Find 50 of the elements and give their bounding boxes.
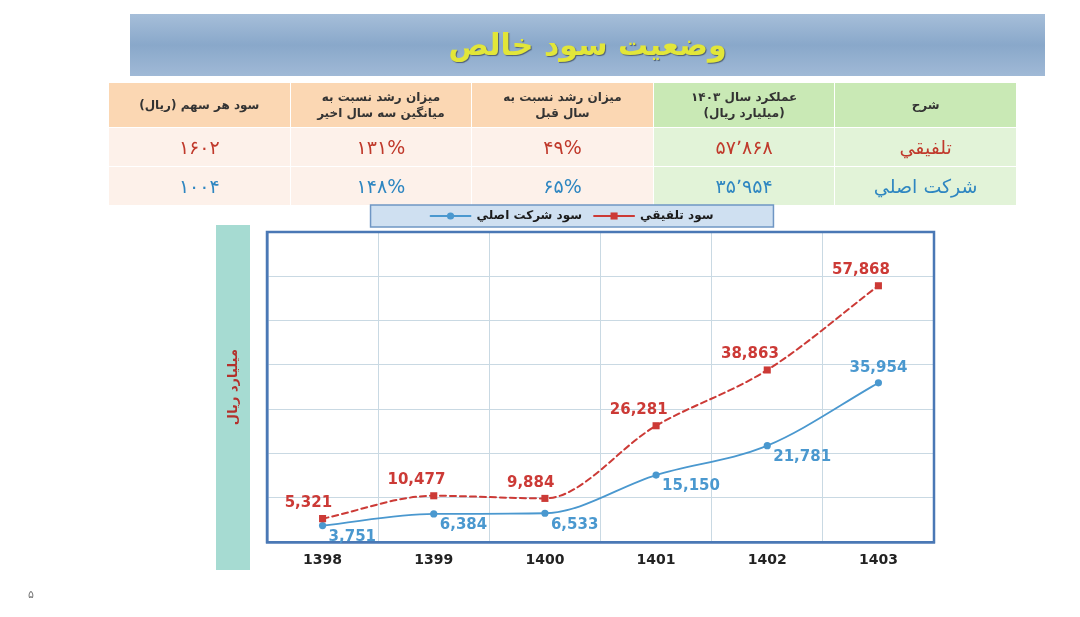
point — [541, 494, 549, 502]
data-label: 6,533 — [550, 514, 599, 533]
data-label: 38,863 — [720, 344, 779, 363]
text: ۵۷٬۸۶۸ — [715, 136, 773, 158]
text: ۱۳۱% — [356, 136, 406, 158]
text: ۴۹% — [543, 136, 582, 158]
point — [541, 509, 549, 517]
category-label: سود هر سهم (ریال) — [139, 98, 260, 112]
point — [763, 366, 771, 374]
data-label: 6,384 — [439, 515, 488, 534]
text: شرح — [911, 98, 940, 112]
x-tick-label: 1399 — [414, 551, 454, 568]
category-label: تلفیقي — [899, 136, 952, 158]
point — [874, 379, 883, 387]
point — [318, 521, 327, 530]
x-tick-label: 1402 — [747, 551, 787, 568]
x-tick-label: 1398 — [303, 551, 343, 568]
category-label: میزان رشد نسبت به سال قبل — [503, 90, 622, 120]
legend-label: سود شرکت اصلي — [476, 208, 583, 224]
data-label: 5,321 — [284, 493, 333, 512]
x-tick-label: 1400 — [525, 551, 565, 568]
point — [430, 492, 438, 500]
data-label: 35,954 — [849, 358, 908, 377]
legend-label: سود تلفیقي — [640, 208, 714, 224]
data-label: 3,751 — [328, 526, 377, 545]
point — [874, 282, 882, 290]
text: ۱۴۸% — [356, 175, 406, 197]
text: ۵ — [28, 588, 34, 601]
text: وضعیت سود خالص — [448, 27, 727, 62]
text: ۱۶۰۲ — [178, 136, 220, 158]
category-label: میزان رشد نسبت به میانگین سه سال اخیر — [317, 90, 445, 120]
data-label: 10,477 — [387, 470, 446, 489]
category-label: عملکرد سال ۱۴۰۳ (میلیارد ریال) — [691, 90, 798, 120]
x-tick-label: 1403 — [858, 551, 898, 568]
text: ۶۵% — [543, 175, 582, 197]
point — [430, 510, 438, 518]
point — [319, 515, 327, 523]
point — [763, 442, 771, 450]
data-label: 26,281 — [609, 400, 668, 419]
text: ۳۵٬۹۵۴ — [715, 175, 773, 197]
category-label: شرکت اصلي — [873, 175, 978, 197]
data-label: 57,868 — [832, 260, 890, 279]
data-label: 9,884 — [506, 472, 555, 491]
point — [652, 422, 660, 430]
point — [652, 471, 660, 479]
data-label: 21,781 — [773, 447, 832, 466]
y-axis-title: میلیارد ریال — [225, 349, 241, 426]
text: ۱۰۰۴ — [178, 175, 220, 197]
data-label: 15,150 — [662, 476, 720, 495]
x-tick-label: 1401 — [636, 551, 676, 568]
